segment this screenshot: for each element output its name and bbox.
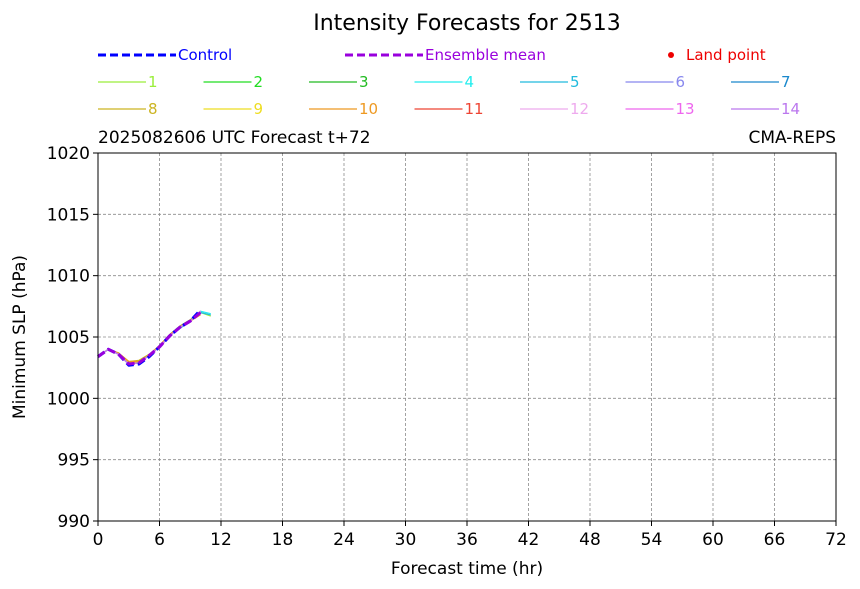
legend-member-5-label: 5	[570, 73, 580, 91]
legend-member-12-label: 12	[570, 100, 589, 118]
legend-member-13-label: 13	[676, 100, 695, 118]
legend-member-14-label: 14	[781, 100, 800, 118]
x-tick-label: 48	[579, 530, 601, 550]
y-tick-label: 995	[58, 451, 90, 471]
x-axis-label: Forecast time (hr)	[391, 559, 543, 579]
legend-member-6-label: 6	[676, 73, 686, 91]
y-tick-label: 1000	[47, 389, 90, 409]
legend-member-11-label: 11	[465, 100, 484, 118]
x-tick-label: 72	[825, 530, 847, 550]
y-tick-label: 1015	[47, 205, 90, 225]
x-tick-label: 60	[702, 530, 724, 550]
x-tick-label: 54	[641, 530, 663, 550]
x-tick-label: 6	[154, 530, 165, 550]
x-tick-label: 18	[272, 530, 294, 550]
x-tick-label: 66	[764, 530, 786, 550]
legend-land-point-label: Land point	[686, 46, 766, 64]
y-tick-label: 1010	[47, 267, 90, 287]
y-tick-label: 1020	[47, 144, 90, 164]
x-tick-label: 12	[210, 530, 232, 550]
axis-ticks: 0 6 12 18 24 30 36 42 48 54 60 66 72 990 995 1000 1005 10…	[47, 144, 847, 550]
x-tick-label: 36	[456, 530, 478, 550]
series-line-member-5	[97, 311, 211, 365]
x-tick-label: 24	[333, 530, 355, 550]
legend-member-9-label: 9	[254, 100, 264, 118]
grid-lines	[98, 153, 836, 521]
legend-control-label: Control	[178, 46, 232, 64]
legend-member-3-label: 3	[359, 73, 369, 91]
legend-member-4-label: 4	[465, 73, 475, 91]
chart-title: Intensity Forecasts for 2513	[313, 11, 621, 36]
series-lines	[97, 308, 211, 367]
legend-member-10-label: 10	[359, 100, 378, 118]
forecast-info-label: 2025082606 UTC Forecast t+72	[98, 128, 371, 148]
legend-member-7-label: 7	[781, 73, 791, 91]
series-line-member-1	[97, 311, 211, 364]
legend-ensemble-mean-label: Ensemble mean	[425, 46, 546, 64]
legend-member-2-label: 2	[254, 73, 264, 91]
legend-land-point-marker	[668, 52, 674, 58]
y-axis-label: Minimum SLP (hPa)	[10, 255, 30, 419]
y-tick-label: 1005	[47, 328, 90, 348]
legend-member-8-label: 8	[148, 100, 158, 118]
x-tick-label: 0	[93, 530, 104, 550]
y-tick-label: 990	[58, 512, 90, 532]
x-tick-label: 30	[395, 530, 417, 550]
series-line-ensemble-mean	[97, 311, 202, 366]
x-tick-label: 42	[518, 530, 540, 550]
model-name-label: CMA-REPS	[748, 128, 836, 148]
legend-member-1-label: 1	[148, 73, 158, 91]
